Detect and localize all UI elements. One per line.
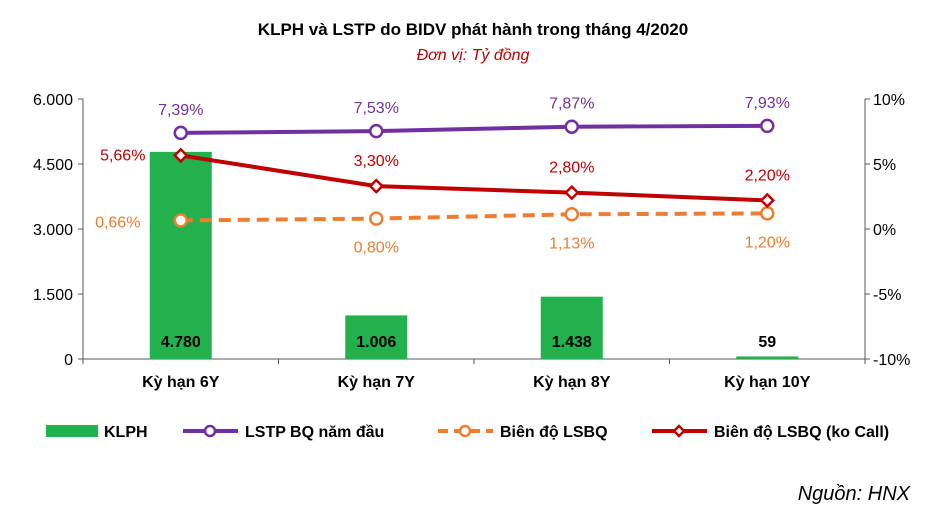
point-label-lstp: 7,39% bbox=[158, 102, 203, 119]
point-label-bien-do-lsbq-ko-call: 2,20% bbox=[745, 167, 790, 184]
x-category-label: Kỳ hạn 6Y bbox=[142, 374, 220, 391]
point-label-bien-do-lsbq-ko-call: 2,80% bbox=[549, 160, 594, 177]
chart-title: KLPH và LSTP do BIDV phát hành trong thá… bbox=[258, 20, 688, 39]
marker-bien-do-lsbq-ko-call bbox=[563, 184, 580, 201]
y-right-tick-label: 5% bbox=[873, 157, 896, 174]
axes: 0 1.500 3.000 4.500 6.000 -10% -5% 0% 5% 10% Kỳ hạ… bbox=[33, 92, 910, 391]
bar-value-label: 1.438 bbox=[552, 334, 592, 351]
y-left-tick-label: 4.500 bbox=[33, 157, 73, 174]
bar-series-klph bbox=[149, 151, 799, 359]
y-left-tick-label: 0 bbox=[64, 352, 73, 369]
data-labels: 4.780 1.006 1.438 59 7,39% 7,53% 7,87% 7,93% 0,6… bbox=[95, 95, 790, 351]
point-label-lstp: 7,93% bbox=[745, 95, 790, 112]
bar-klph bbox=[540, 296, 603, 359]
marker-bien-do-lsbq bbox=[760, 206, 775, 221]
point-label-bien-do-lsbq-ko-call: 3,30% bbox=[354, 153, 399, 170]
y-left-tick-label: 6.000 bbox=[33, 92, 73, 109]
y-right-tick-label: 0% bbox=[873, 222, 896, 239]
y-left-tick-label: 3.000 bbox=[33, 222, 73, 239]
marker-bien-do-lsbq-ko-call bbox=[759, 192, 776, 209]
bar-klph bbox=[345, 315, 408, 359]
bar-klph bbox=[149, 151, 212, 359]
line-series-group bbox=[172, 118, 776, 228]
marker-bien-do-lsbq-ko-call bbox=[368, 178, 385, 194]
point-label-bien-do-lsbq: 1,20% bbox=[745, 234, 790, 251]
x-category-label: Kỳ hạn 8Y bbox=[533, 374, 611, 391]
marker-lstp bbox=[564, 119, 579, 134]
y-right-tick-label: 10% bbox=[873, 92, 905, 109]
marker-bien-do-lsbq-ko-call bbox=[172, 147, 189, 164]
legend-item: Biên độ LSBQ (ko Call) bbox=[652, 424, 889, 441]
line-lstp bbox=[180, 123, 768, 135]
point-label-bien-do-lsbq: 1,13% bbox=[549, 235, 594, 252]
marker-lstp bbox=[369, 123, 384, 139]
legend-swatch-marker bbox=[203, 424, 217, 438]
marker-bien-do-lsbq bbox=[173, 213, 188, 228]
y-right-tick-label: -10% bbox=[873, 352, 910, 369]
source-note: Nguồn: HNX bbox=[798, 483, 911, 505]
legend-item: KLPH bbox=[46, 424, 148, 441]
bar-klph bbox=[736, 356, 799, 359]
point-label-bien-do-lsbq-ko-call: 5,66% bbox=[100, 147, 145, 164]
legend-label: Biên độ LSBQ bbox=[500, 424, 608, 441]
x-category-label: Kỳ hạn 7Y bbox=[338, 374, 416, 391]
line-bien-do-lsbq-ko-call bbox=[180, 153, 768, 203]
legend-label: LSTP BQ năm đầu bbox=[245, 424, 384, 441]
legend: KLPH LSTP BQ năm đầu Biên độ LSBQ Biên độ L… bbox=[46, 424, 889, 441]
marker-lstp bbox=[760, 118, 775, 134]
bar-value-label: 1.006 bbox=[356, 334, 396, 351]
bar-value-label: 4.780 bbox=[161, 334, 201, 351]
marker-bien-do-lsbq bbox=[564, 207, 579, 222]
legend-swatch-bar bbox=[46, 425, 98, 437]
point-label-lstp: 7,53% bbox=[354, 100, 399, 117]
legend-swatch-marker bbox=[458, 424, 472, 438]
legend-label: Biên độ LSBQ (ko Call) bbox=[714, 424, 889, 441]
point-label-bien-do-lsbq: 0,66% bbox=[95, 214, 140, 231]
point-label-bien-do-lsbq: 0,80% bbox=[354, 240, 399, 257]
chart-subtitle: Đơn vị: Tỷ đồng bbox=[417, 47, 530, 64]
legend-item: LSTP BQ năm đầu bbox=[183, 424, 384, 441]
y-right-tick-label: -5% bbox=[873, 287, 901, 304]
x-category-label: Kỳ hạn 10Y bbox=[724, 374, 811, 391]
bar-value-label: 59 bbox=[758, 334, 776, 351]
line-bien-do-lsbq bbox=[180, 211, 768, 223]
legend-swatch-marker bbox=[672, 424, 686, 438]
legend-item: Biên độ LSBQ bbox=[438, 424, 608, 441]
legend-label: KLPH bbox=[104, 424, 148, 441]
point-label-lstp: 7,87% bbox=[549, 96, 594, 113]
marker-lstp bbox=[173, 125, 188, 141]
y-left-tick-label: 1.500 bbox=[33, 287, 73, 304]
marker-bien-do-lsbq bbox=[369, 211, 384, 226]
